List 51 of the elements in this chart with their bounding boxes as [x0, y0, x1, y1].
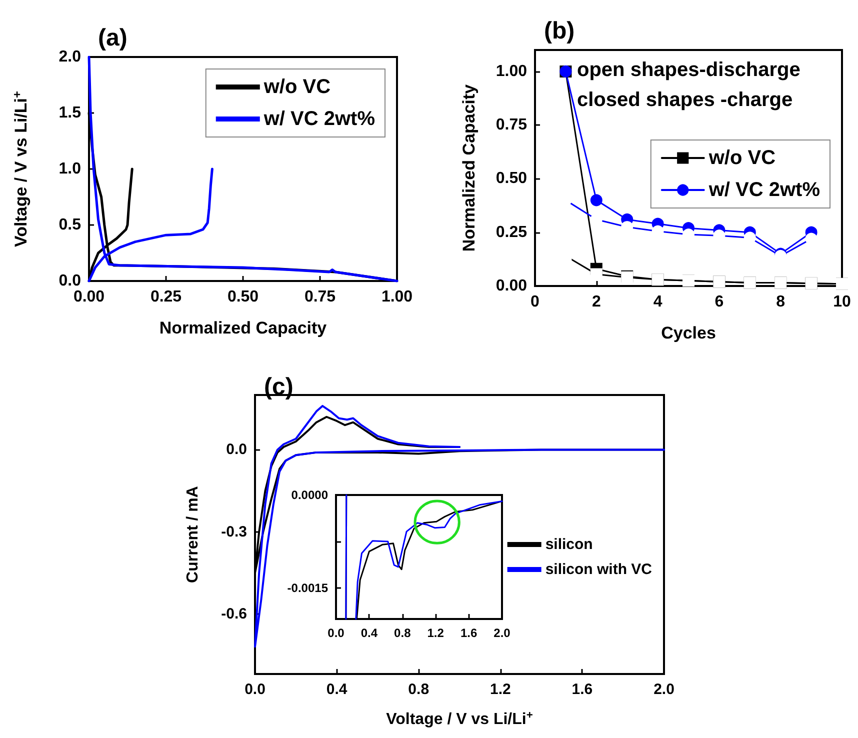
legend-label: w/o VC: [262, 76, 331, 98]
x-tick-label: 2.0: [654, 681, 674, 698]
x-tick-label: 0.4: [326, 681, 348, 698]
x-tick-label: 10: [833, 294, 851, 310]
y-tick-label: -0.6: [221, 605, 247, 622]
y-tick-label: 0.0: [226, 441, 247, 458]
y-axis-title: Normalized Capacity: [459, 84, 478, 252]
annotation: open shapes-discharge: [577, 59, 800, 81]
y-tick-label: -0.0015: [287, 581, 328, 595]
y-axis-title: Current / mA: [184, 486, 202, 583]
x-tick-label: 0.8: [408, 681, 430, 698]
legend-label: silicon: [545, 536, 593, 553]
y-tick-label: 0.50: [496, 170, 528, 188]
y-tick-label: -0.3: [221, 523, 247, 540]
x-tick-label: 1.00: [381, 288, 413, 306]
x-tick-label: 1.6: [572, 681, 593, 698]
x-tick-label: 4: [653, 294, 662, 310]
y-tick-label: 1.00: [496, 62, 528, 80]
y-tick-label: 0.0: [58, 272, 82, 290]
x-axis-title: Cycles: [661, 323, 716, 342]
x-tick-label: 0.25: [150, 288, 182, 306]
y-tick-label: 2.0: [58, 48, 82, 66]
x-tick-label: 0.4: [360, 626, 378, 640]
legend-label: w/ VC 2wt%: [262, 108, 376, 130]
y-tick-label: 1.5: [58, 104, 82, 122]
x-tick-label: 0.00: [73, 288, 105, 306]
x-tick-label: 1.2: [427, 626, 444, 640]
y-tick-label: 0.00: [496, 278, 528, 294]
x-tick-label: 6: [714, 294, 724, 310]
y-axis-title: Voltage / V vs Li/Li+: [10, 91, 31, 247]
y-tick-label: 0.0000: [291, 488, 328, 502]
x-tick-label: 0.8: [394, 626, 412, 640]
y-tick-label: 1.0: [58, 160, 82, 178]
x-tick-label: 1.6: [460, 626, 478, 640]
x-tick-label: 8: [776, 294, 786, 310]
legend-label: w/ VC 2wt%: [708, 179, 820, 201]
x-tick-label: 1.2: [490, 681, 511, 698]
chart-title: (a): [98, 24, 128, 52]
legend-label: silicon with VC: [545, 561, 652, 578]
y-tick-label: 0.25: [496, 224, 528, 241]
x-axis-title: Normalized Capacity: [159, 318, 328, 338]
x-tick-label: 0.0: [328, 626, 345, 640]
chart-title: (b): [544, 18, 575, 44]
y-tick-label: 0.75: [496, 116, 528, 134]
x-tick-label: 0: [530, 294, 540, 310]
x-axis-title: Voltage / V vs Li/Li+: [386, 710, 534, 728]
y-tick-label: 0.5: [58, 216, 82, 234]
x-tick-label: 2: [592, 294, 601, 310]
annotation: closed shapes -charge: [577, 89, 793, 111]
legend-label: w/o VC: [708, 147, 776, 169]
x-tick-label: 0.0: [244, 681, 266, 698]
